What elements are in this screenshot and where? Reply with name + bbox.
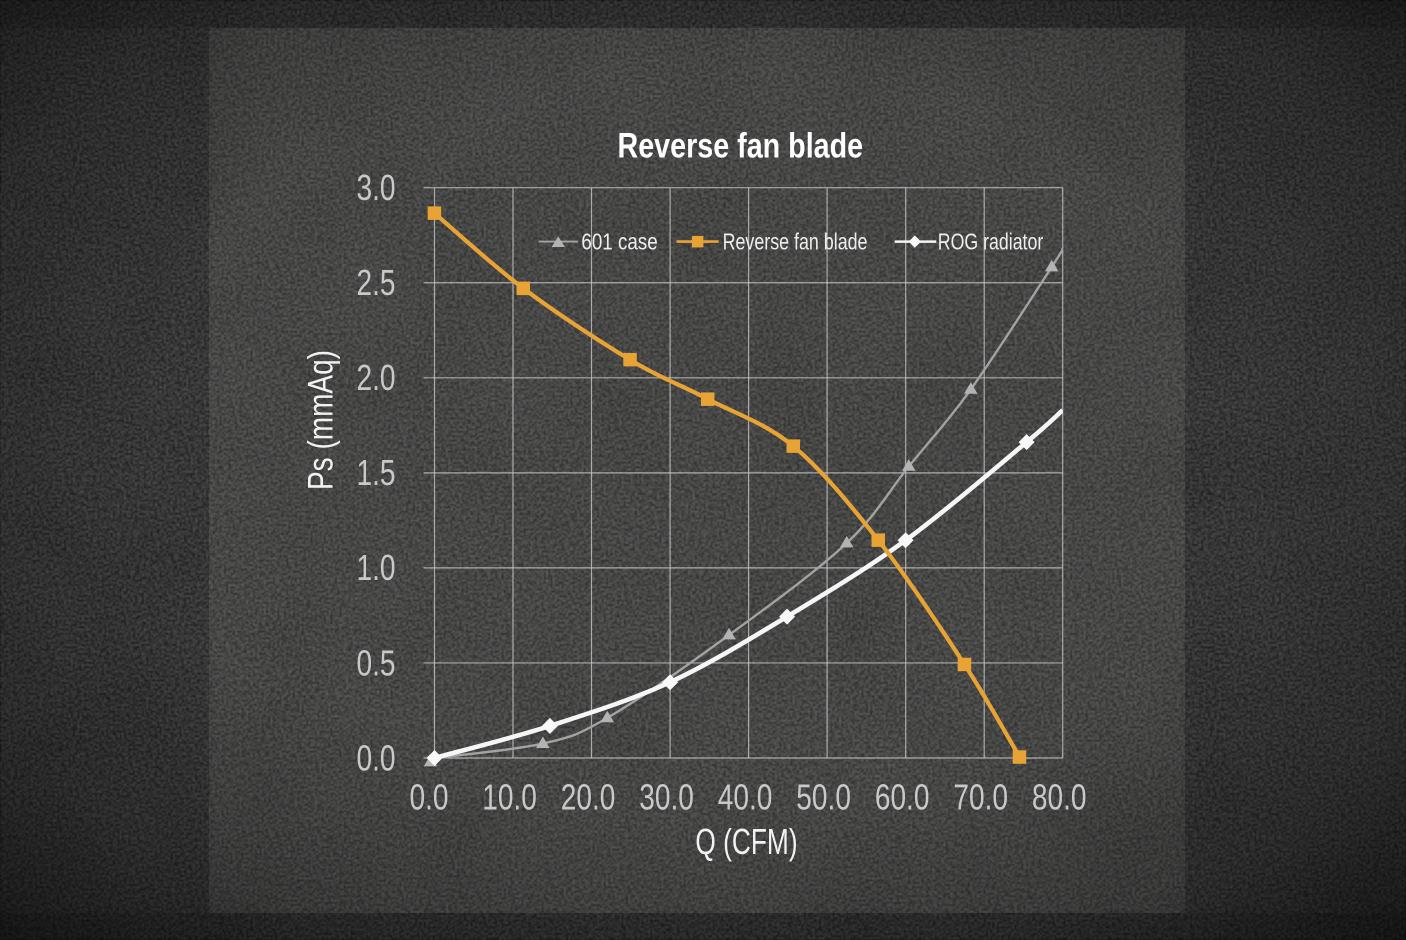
svg-text:20.0: 20.0: [561, 777, 616, 817]
svg-text:3.0: 3.0: [356, 168, 395, 208]
svg-text:0.0: 0.0: [409, 777, 448, 817]
svg-text:0.0: 0.0: [356, 738, 395, 778]
svg-text:0.5: 0.5: [356, 643, 395, 683]
svg-text:Q (CFM): Q (CFM): [695, 821, 797, 862]
svg-text:ROG radiator: ROG radiator: [938, 229, 1044, 255]
svg-text:30.0: 30.0: [639, 777, 694, 817]
svg-text:40.0: 40.0: [718, 777, 773, 817]
svg-text:80.0: 80.0: [1032, 777, 1087, 817]
svg-text:50.0: 50.0: [796, 777, 851, 817]
svg-text:70.0: 70.0: [953, 777, 1008, 817]
svg-text:601 case: 601 case: [581, 229, 657, 256]
svg-text:60.0: 60.0: [875, 777, 930, 817]
svg-text:2.5: 2.5: [356, 263, 395, 303]
svg-text:Reverse fan blade: Reverse fan blade: [617, 126, 863, 165]
svg-text:Ps (mmAq): Ps (mmAq): [300, 350, 340, 490]
svg-text:2.0: 2.0: [356, 358, 395, 398]
svg-text:10.0: 10.0: [482, 777, 537, 817]
svg-text:1.0: 1.0: [356, 548, 395, 588]
svg-text:Reverse fan blade: Reverse fan blade: [723, 229, 868, 255]
svg-text:1.5: 1.5: [356, 453, 395, 493]
